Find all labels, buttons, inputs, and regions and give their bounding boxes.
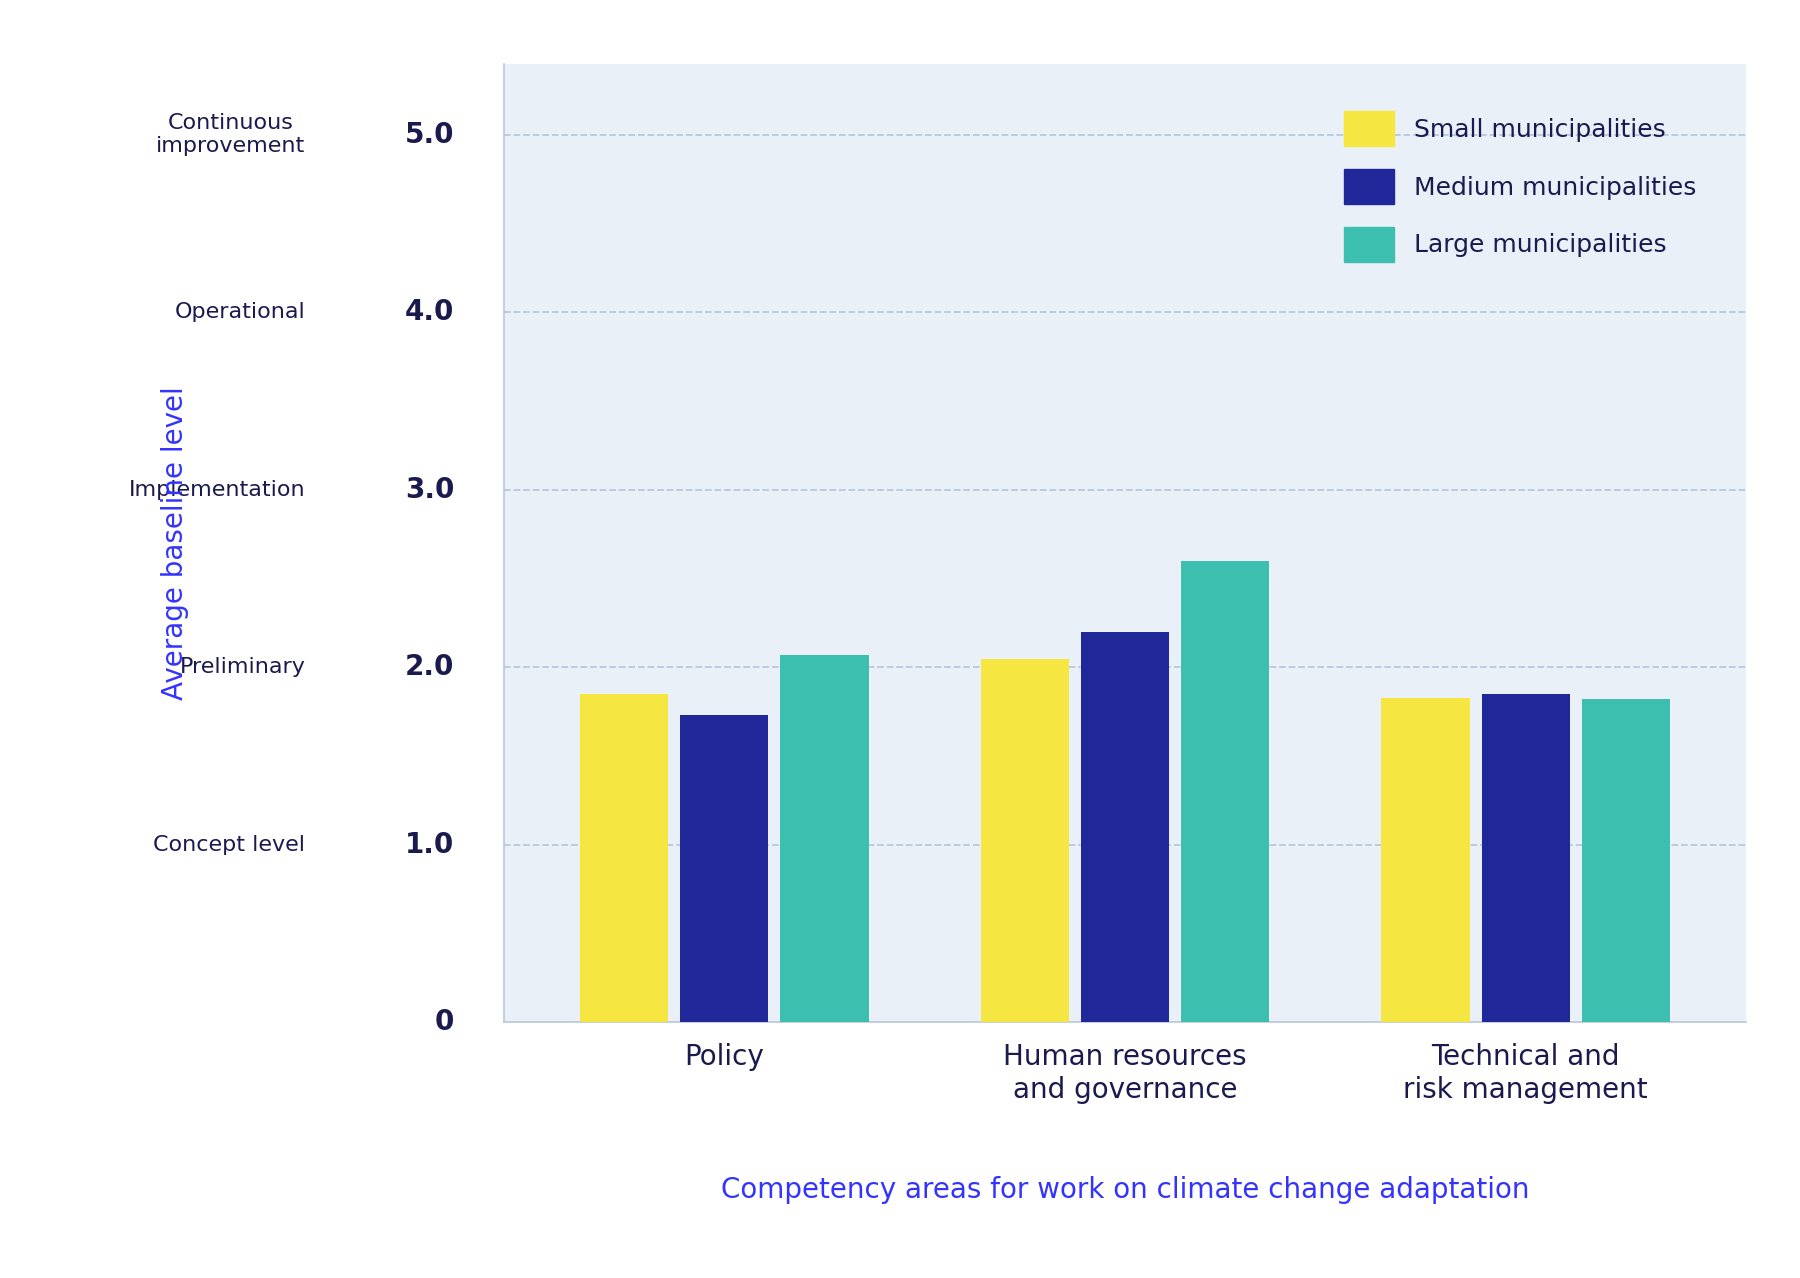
Bar [680,716,769,1022]
Text: 0: 0 [436,1008,454,1036]
Text: Implementation: Implementation [128,481,306,500]
Bar [580,694,668,1022]
Legend: Small municipalities, Medium municipalities, Large municipalities: Small municipalities, Medium municipalit… [1319,86,1721,288]
Text: 1.0: 1.0 [405,831,454,859]
Bar [1481,694,1570,1022]
Bar [1582,699,1670,1022]
Text: Operational: Operational [175,303,306,322]
Text: 5.0: 5.0 [405,121,454,150]
Text: Continuous
improvement: Continuous improvement [157,114,306,156]
Text: 4.0: 4.0 [405,298,454,326]
Bar [1082,631,1168,1022]
Bar [981,658,1069,1022]
Text: Competency areas for work on climate change adaptation: Competency areas for work on climate cha… [720,1176,1530,1204]
Text: 2.0: 2.0 [405,653,454,681]
Text: Concept level: Concept level [153,835,306,855]
Bar [1381,698,1469,1022]
Bar [781,656,869,1022]
Text: Preliminary: Preliminary [180,657,306,677]
Bar [1181,561,1269,1022]
Text: Average baseline level: Average baseline level [160,386,189,700]
Text: 3.0: 3.0 [405,475,454,504]
